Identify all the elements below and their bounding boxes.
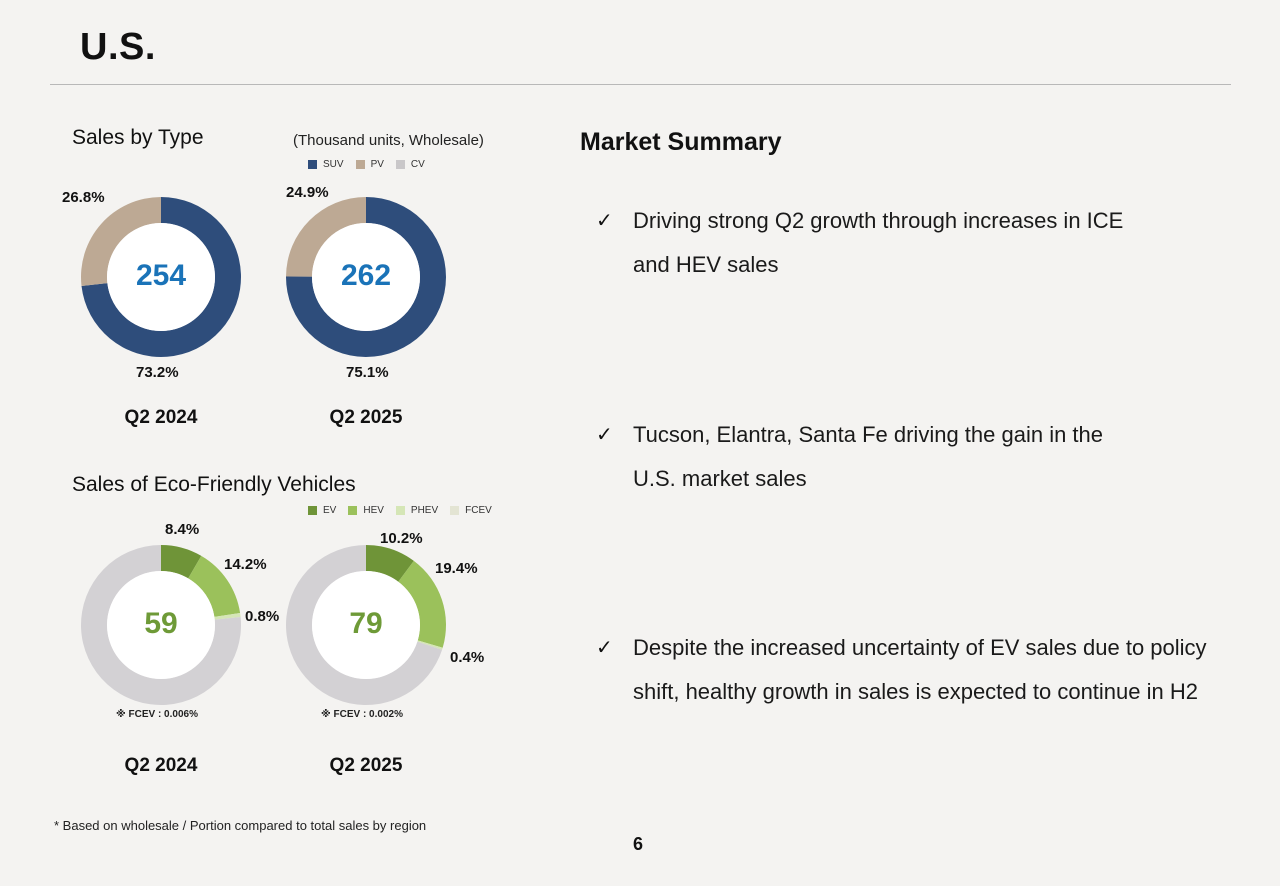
legend-suv: SUV [308,159,344,170]
chart3-fcev-note: ※ FCEV : 0.006% [116,709,198,720]
chart1-pv-label: 26.8% [62,189,105,206]
eco-friendly-title: Sales of Eco-Friendly Vehicles [72,473,356,496]
legend-phev: PHEV [395,505,438,516]
footnote: * Based on wholesale / Portion compared … [54,818,427,833]
summary-bullet-text: Tucson, Elantra, Santa Fe driving the ga… [633,422,1104,491]
chart4-fcev-note: ※ FCEV : 0.002% [321,709,403,720]
chart3-slice-ev [161,545,202,579]
summary-bullet-text: Despite the increased uncertainty of EV … [633,635,1207,704]
summary-bullet-2: ✓ Tucson, Elantra, Santa Fe driving the … [596,413,1216,501]
chart1-center-hole [107,223,215,331]
chart4-hev-label: 19.4% [435,560,478,577]
header-divider [50,84,1231,85]
chart3-center-hole [107,571,215,679]
chart3-slice-other [80,545,241,706]
chart1-slice-suv [81,197,241,358]
page-number: 6 [633,834,644,854]
chart4-slice-other [286,545,443,706]
legend-ev-swatch [308,506,317,515]
market-summary-title: Market Summary [580,128,782,156]
chart4-slice-hev [398,560,446,648]
chart4-center-hole [312,571,420,679]
chart4-phev-label: 0.4% [450,649,485,666]
legend-phev-swatch [395,506,405,515]
chart2-total: 262 [340,259,392,292]
chart4-period: Q2 2025 [329,755,403,776]
sales-by-type-title: Sales by Type [72,126,204,149]
chart3-slice-hev [188,555,241,617]
chart4-slice-phev [417,640,443,650]
chart3-ev-label: 8.4% [165,521,200,538]
legend-hev: HEV [348,505,384,516]
summary-bullet-text: Driving strong Q2 growth through increas… [633,208,1124,277]
chart4-slice-ev [366,545,414,582]
legend-pv: PV [355,159,384,170]
chart1-total: 254 [135,259,187,292]
legend-cv: CV [395,159,425,170]
chart3-slice-phev [214,612,241,620]
legend-hev-swatch [348,506,358,515]
chart1-period: Q2 2024 [124,407,198,428]
legend-pv-swatch [355,160,365,169]
legend-ev: EV [308,505,336,516]
legend-cv-swatch [395,160,405,169]
page-title: U.S. [80,26,156,68]
checkmark-icon: ✓ [596,637,613,659]
chart2-suv-label: 75.1% [346,364,389,381]
chart2-center-hole [312,223,420,331]
summary-bullet-3: ✓ Despite the increased uncertainty of E… [596,626,1216,714]
chart3-total: 59 [144,607,178,640]
chart3-hev-label: 14.2% [224,556,267,573]
chart4-total: 79 [349,607,383,640]
chart1-slice-pv [81,197,161,287]
chart4-ev-label: 10.2% [380,530,423,547]
legend-suv-swatch [308,160,317,169]
eco-legend: EV HEV PHEV FCEV [308,505,504,516]
chart2-slice-pv [286,197,366,277]
chart2-slice-suv [286,197,446,358]
chart3-period: Q2 2024 [124,755,198,776]
chart2-pv-label: 24.9% [286,184,329,201]
chart1-suv-label: 73.2% [136,364,179,381]
unit-note: (Thousand units, Wholesale) [293,132,484,149]
legend-fcev-swatch [450,506,460,515]
chart2-period: Q2 2025 [329,407,403,428]
checkmark-icon: ✓ [596,210,613,232]
summary-bullet-1: ✓ Driving strong Q2 growth through incre… [596,199,1216,287]
chart3-phev-label: 0.8% [245,608,280,625]
checkmark-icon: ✓ [596,424,613,446]
legend-fcev: FCEV [450,505,492,516]
sales-type-legend: SUV PV CV [308,159,437,170]
donut-charts [80,197,446,706]
